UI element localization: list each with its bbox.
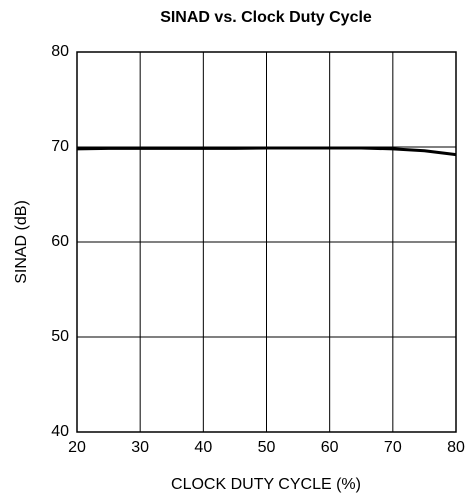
chart-title: SINAD vs. Clock Duty Cycle (160, 9, 372, 26)
x-tick-label: 50 (258, 439, 276, 456)
x-tick-label: 30 (131, 439, 149, 456)
x-tick-label: 40 (194, 439, 212, 456)
line-series (76, 146, 457, 157)
y-tick-label: 40 (51, 423, 69, 440)
x-tick-label: 70 (384, 439, 402, 456)
x-axis-label: CLOCK DUTY CYCLE (%) (171, 476, 361, 493)
x-tick-label: 20 (68, 439, 86, 456)
x-tick-label: 80 (447, 439, 465, 456)
y-tick-label: 80 (51, 43, 69, 60)
x-tick-label: 60 (321, 439, 339, 456)
y-tick-label: 50 (51, 328, 69, 345)
y-tick-label: 70 (51, 138, 69, 155)
y-axis-label: SINAD (dB) (13, 200, 30, 284)
y-tick-label: 60 (51, 233, 69, 250)
